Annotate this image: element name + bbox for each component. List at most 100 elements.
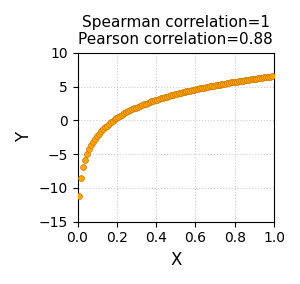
Point bbox=[264, 75, 268, 80]
Point bbox=[229, 80, 234, 85]
Point bbox=[225, 81, 230, 85]
Point bbox=[143, 101, 148, 106]
Point bbox=[83, 158, 88, 162]
Point bbox=[260, 76, 265, 80]
Point bbox=[203, 85, 208, 89]
Point bbox=[233, 80, 238, 84]
Point bbox=[122, 111, 127, 116]
Point bbox=[184, 89, 189, 94]
Point bbox=[238, 79, 243, 83]
Point bbox=[145, 101, 150, 105]
Point bbox=[190, 88, 195, 92]
Point bbox=[266, 75, 271, 79]
Point bbox=[202, 85, 206, 90]
Point bbox=[98, 129, 103, 134]
Point bbox=[237, 79, 242, 83]
Point bbox=[254, 76, 259, 81]
Point bbox=[165, 94, 170, 99]
Point bbox=[139, 103, 144, 107]
Point bbox=[241, 78, 245, 83]
Point bbox=[163, 95, 167, 99]
Point bbox=[186, 89, 191, 93]
Point bbox=[124, 110, 129, 115]
Point bbox=[192, 87, 197, 92]
Point bbox=[134, 105, 138, 110]
Point bbox=[79, 176, 84, 180]
Point bbox=[270, 74, 274, 79]
X-axis label: X: X bbox=[170, 251, 182, 269]
Point bbox=[209, 84, 214, 88]
Point bbox=[182, 90, 187, 94]
Point bbox=[211, 83, 216, 88]
Point bbox=[85, 152, 90, 156]
Point bbox=[114, 116, 119, 120]
Y-axis label: Y: Y bbox=[15, 132, 33, 142]
Point bbox=[244, 78, 249, 82]
Point bbox=[94, 134, 99, 138]
Point bbox=[110, 119, 115, 123]
Point bbox=[97, 131, 101, 136]
Point bbox=[116, 115, 121, 119]
Point bbox=[104, 123, 109, 128]
Point bbox=[196, 87, 200, 91]
Point bbox=[141, 102, 146, 107]
Point bbox=[131, 106, 136, 111]
Point bbox=[172, 92, 177, 97]
Point bbox=[176, 91, 181, 96]
Point bbox=[91, 140, 95, 144]
Point bbox=[155, 97, 160, 102]
Point bbox=[149, 99, 154, 104]
Point bbox=[227, 81, 232, 85]
Point bbox=[188, 88, 193, 93]
Point bbox=[93, 137, 98, 141]
Point bbox=[118, 113, 123, 118]
Point bbox=[231, 80, 236, 84]
Point bbox=[221, 82, 226, 86]
Point bbox=[153, 98, 158, 103]
Point bbox=[170, 93, 175, 97]
Point bbox=[137, 104, 142, 108]
Point bbox=[242, 78, 247, 83]
Point bbox=[89, 143, 94, 148]
Point bbox=[100, 127, 105, 131]
Point bbox=[219, 82, 224, 86]
Point bbox=[217, 82, 222, 87]
Point bbox=[178, 91, 183, 95]
Point bbox=[223, 81, 228, 86]
Point bbox=[248, 77, 253, 82]
Point bbox=[206, 85, 210, 89]
Point bbox=[169, 93, 173, 98]
Point bbox=[161, 95, 166, 100]
Point bbox=[167, 94, 171, 98]
Point bbox=[246, 78, 251, 82]
Point bbox=[112, 117, 117, 122]
Point bbox=[87, 147, 92, 152]
Point bbox=[81, 165, 86, 170]
Point bbox=[258, 76, 263, 80]
Point bbox=[215, 83, 220, 87]
Point bbox=[130, 107, 134, 112]
Point bbox=[198, 86, 203, 91]
Point bbox=[135, 105, 140, 109]
Point bbox=[256, 76, 261, 81]
Point bbox=[147, 100, 152, 105]
Point bbox=[250, 77, 255, 82]
Point bbox=[213, 83, 218, 87]
Point bbox=[120, 112, 125, 117]
Point bbox=[180, 90, 185, 95]
Point bbox=[151, 99, 156, 103]
Point bbox=[126, 109, 130, 114]
Point bbox=[194, 87, 199, 91]
Point bbox=[77, 193, 82, 198]
Point bbox=[200, 86, 204, 90]
Point bbox=[207, 84, 212, 89]
Point bbox=[157, 97, 162, 101]
Point bbox=[235, 79, 239, 84]
Point bbox=[159, 96, 164, 101]
Point bbox=[174, 91, 179, 96]
Point bbox=[252, 77, 257, 81]
Title: Spearman correlation=1
Pearson correlation=0.88: Spearman correlation=1 Pearson correlati… bbox=[78, 15, 273, 47]
Point bbox=[106, 122, 111, 126]
Point bbox=[268, 74, 272, 79]
Point bbox=[102, 125, 107, 130]
